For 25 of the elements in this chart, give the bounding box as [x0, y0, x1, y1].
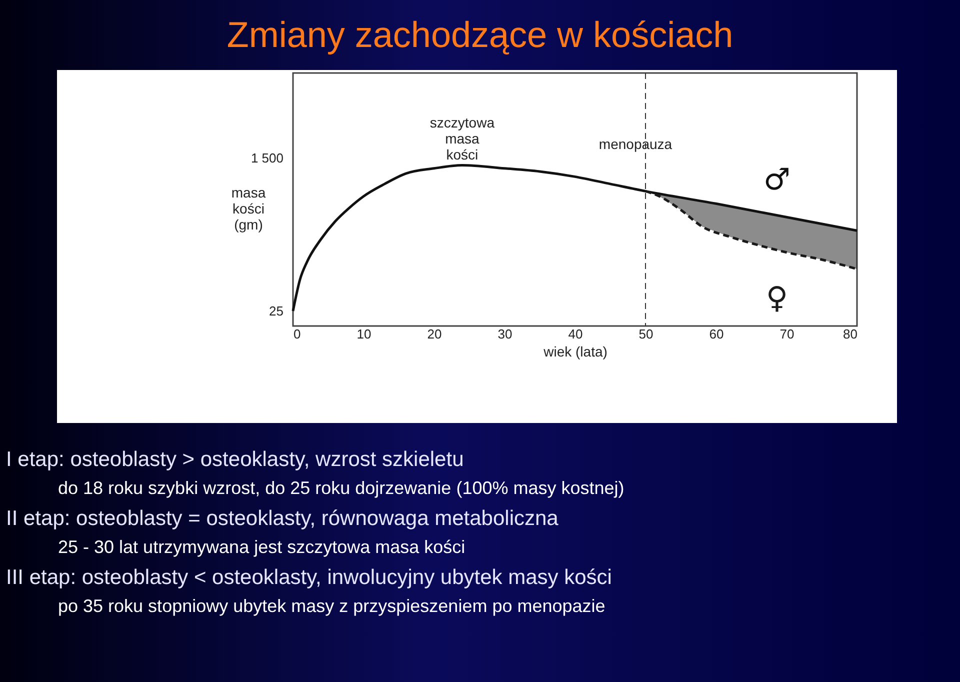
text: 25 - 30 lat utrzymywana jest szczytowa masa kości	[58, 537, 466, 558]
text: do 18 roku szybki wzrost, do 25 roku dojrzewanie (100% masy kostnej)	[58, 478, 626, 499]
y-tick-label: 25	[269, 303, 284, 318]
x-tick-label: 10	[356, 326, 372, 342]
x-tick-label: 30	[498, 326, 512, 342]
x-tick-label: 0	[294, 326, 301, 342]
y-axis-title: masa kości (gm)	[231, 184, 266, 232]
annotation: szczytowa masa kości	[430, 114, 495, 162]
y-tick-label: 1 500	[250, 150, 284, 166]
x-tick-label: 50	[638, 326, 654, 342]
x-tick-label: 60	[709, 326, 724, 342]
series-label: ♀	[766, 280, 788, 316]
x-tick-label: 40	[568, 326, 583, 342]
chart-title: Zmiany zachodzące w kościach	[226, 14, 734, 56]
x-axis-title: wiek (lata)	[542, 344, 608, 360]
text: po 35 roku stopniowy ubytek masy z przyspieszeniem po menopazie	[58, 596, 606, 617]
text: III etap: osteoblasty < osteoklasty, inwolucyjny ubytek masy kości	[6, 566, 613, 590]
series-label: ♂	[764, 162, 790, 198]
text: I etap: osteoblasty > osteoklasty, wzrost szkieletu	[6, 448, 465, 472]
x-tick-label: 70	[780, 326, 794, 342]
line-series	[292, 164, 858, 312]
x-tick-label: 80	[843, 326, 858, 342]
ref-line-label: menopauza	[598, 136, 672, 152]
x-tick-label: 20	[427, 326, 442, 342]
text: II etap: osteoblasty = osteoklasty, równowaga metaboliczna	[6, 507, 560, 531]
